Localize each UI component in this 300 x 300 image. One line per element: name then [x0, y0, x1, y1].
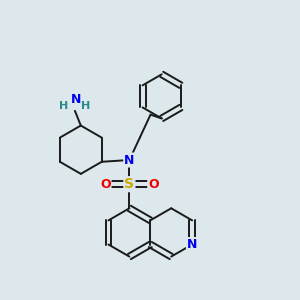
Text: S: S	[124, 177, 134, 191]
Text: N: N	[124, 154, 135, 166]
Text: H: H	[59, 101, 69, 111]
Text: O: O	[100, 178, 111, 191]
Text: N: N	[187, 238, 197, 251]
Text: O: O	[148, 178, 159, 191]
Text: N: N	[70, 93, 81, 106]
Text: H: H	[81, 101, 90, 111]
